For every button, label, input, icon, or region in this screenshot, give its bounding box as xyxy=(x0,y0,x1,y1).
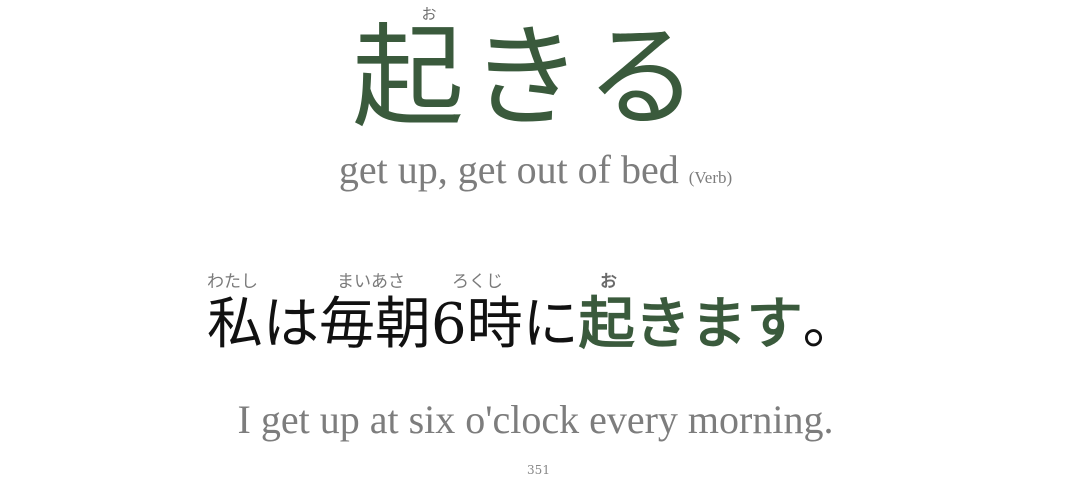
sentence-segment: 毎朝 xyxy=(319,292,431,357)
sentence-segment: は xyxy=(263,292,319,357)
headword-text: 起きる xyxy=(0,22,1056,134)
furigana-o: お xyxy=(600,272,617,292)
sentence-segment: 6時 xyxy=(431,292,523,357)
furigana-watashi: わたし xyxy=(207,272,258,292)
headword-kana: きる xyxy=(470,13,704,143)
sentence-highlight-kanji: 起 xyxy=(578,291,635,357)
sentence-period: 。 xyxy=(802,292,859,357)
meaning: get up, get out of bed (Verb) xyxy=(0,150,1071,190)
sentence-highlight-kana: きます xyxy=(634,291,803,357)
furigana-rokuji: ろくじ xyxy=(452,272,503,292)
card-number: 351 xyxy=(527,463,550,477)
headword-kanji: 起 xyxy=(352,13,471,143)
sentence-segment: 私 xyxy=(207,292,263,357)
furigana-maiasa: まいあさ xyxy=(337,272,405,292)
headword-furigana: お xyxy=(421,5,437,23)
sentence-segment: に xyxy=(522,292,579,357)
translation: I get up at six o'clock every morning. xyxy=(237,397,834,442)
part-of-speech: (Verb) xyxy=(688,168,733,187)
meaning-text: get up, get out of bed xyxy=(338,147,679,192)
example-sentence: 私は毎朝6時に起きます。 xyxy=(207,296,859,353)
